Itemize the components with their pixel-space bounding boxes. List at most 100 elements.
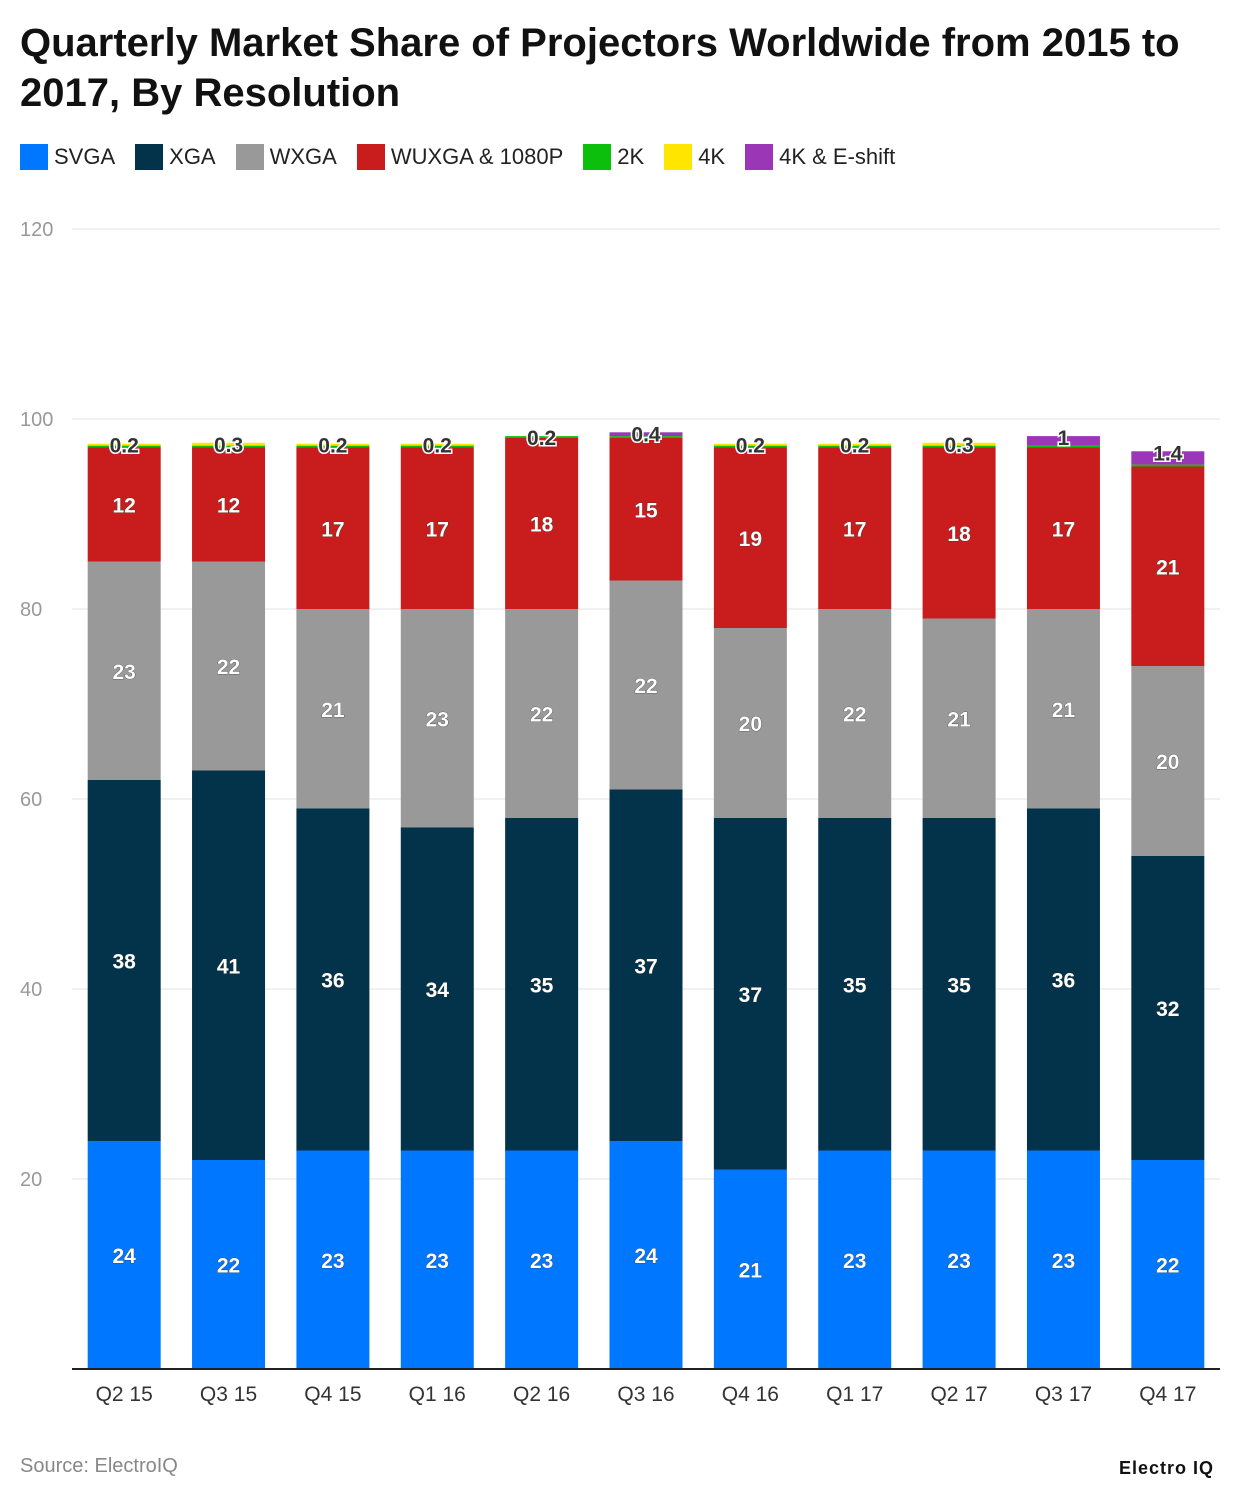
bar-segment [400,443,474,446]
x-tick-label: Q3 16 [617,1383,674,1406]
bar-segment [609,1141,683,1369]
data-label: 1.4 [1153,442,1183,465]
legend-swatch [235,144,264,170]
bar-segment [609,580,683,790]
data-label: 12 [217,495,240,518]
legend-swatch [664,144,693,170]
data-label: 23 [426,1250,449,1273]
bar-segment [609,789,683,1141]
bar-segment [400,827,474,1151]
data-label: 21 [1052,699,1076,722]
bar-segment [609,438,683,581]
bar-segment [296,447,370,609]
bar-segment [1131,466,1205,666]
data-label: 34 [426,979,450,1002]
bar-segment [1131,464,1205,467]
data-label: 17 [843,518,866,541]
legend-label: WUXGA & 1080P [390,144,564,169]
bar-segment [818,1150,892,1369]
data-label: 23 [843,1250,866,1273]
data-label: 12 [113,495,136,518]
bar-segment [1131,1160,1205,1369]
bar-segment [400,447,474,609]
data-label: 23 [426,708,449,731]
x-tick-label: Q1 17 [826,1383,883,1406]
legend-label: 4K [698,144,726,169]
legend-item: 2K [583,144,644,170]
legend-item: WUXGA & 1080P [356,144,564,170]
bar-segment [1026,445,1100,448]
bar-segment [192,442,266,446]
bar-segment [87,780,161,1141]
source-note: Source: ElectroIQ [20,1455,178,1477]
bar-segment [192,561,266,771]
legend-swatch [583,144,612,170]
chart-title: Quarterly Market Share of Projectors Wor… [20,21,1180,115]
legend-item: 4K & E-shift [745,144,895,170]
bar-segment [922,618,996,818]
bar-segment [400,1150,474,1369]
data-label: 35 [947,974,971,997]
bar-segment [922,1150,996,1369]
data-label: 0.4 [631,423,661,446]
bar-segment [87,561,161,780]
y-tick-label: 100 [20,409,53,431]
bar-segment [192,447,266,562]
data-label: 23 [113,661,136,684]
y-tick-label: 20 [20,1169,42,1191]
data-label: 23 [321,1250,344,1273]
bar-segment [87,1141,161,1369]
bar-segment [609,436,683,438]
bar-segment [713,447,787,628]
legend-item: SVGA [20,144,115,170]
x-tick-label: Q4 17 [1139,1383,1196,1406]
x-tick-label: Q2 17 [930,1383,987,1406]
data-label: 35 [530,974,554,997]
data-label: 36 [321,970,344,993]
bar-segment [87,445,161,448]
bar-segment [922,445,996,448]
data-label: 17 [1052,518,1075,541]
legend-label: SVGA [54,144,116,169]
bar-segment [1131,856,1205,1160]
bar-segment [296,445,370,448]
bar-segment [505,1150,579,1369]
data-label: 21 [947,708,971,731]
bar-segment [400,609,474,828]
bar-segment [1026,436,1100,446]
x-tick-label: Q4 15 [304,1383,361,1406]
bar-segment [505,438,579,609]
bar-segment [818,447,892,609]
legend-label: WXGA [269,144,337,169]
data-label: 15 [634,499,658,522]
y-tick-label: 120 [20,219,53,241]
data-label: 38 [113,951,137,974]
data-label: 19 [739,528,762,551]
legend-item: XGA [135,144,216,170]
bar-segment [818,818,892,1151]
data-label: 32 [1156,998,1179,1021]
legend-swatch [135,144,164,170]
data-label: 21 [739,1259,763,1282]
bar-segment [818,609,892,818]
data-label: 0.2 [318,435,347,458]
bar-segment [192,445,266,448]
bar-segment [1026,609,1100,809]
data-label: 1 [1058,427,1070,450]
legend-label: 4K & E-shift [779,144,896,169]
data-label: 24 [113,1245,137,1268]
data-label: 0.3 [214,434,243,457]
bar-segment [505,818,579,1151]
data-label: 0.2 [840,435,869,458]
data-label: 0.2 [423,435,452,458]
data-label: 18 [947,523,971,546]
data-label: 0.2 [110,435,139,458]
data-label: 22 [843,704,866,727]
data-label: 23 [947,1250,970,1273]
bar-segment [818,443,892,446]
data-label: 22 [634,675,657,698]
y-tick-label: 40 [20,979,42,1001]
data-label: 0.2 [736,435,765,458]
